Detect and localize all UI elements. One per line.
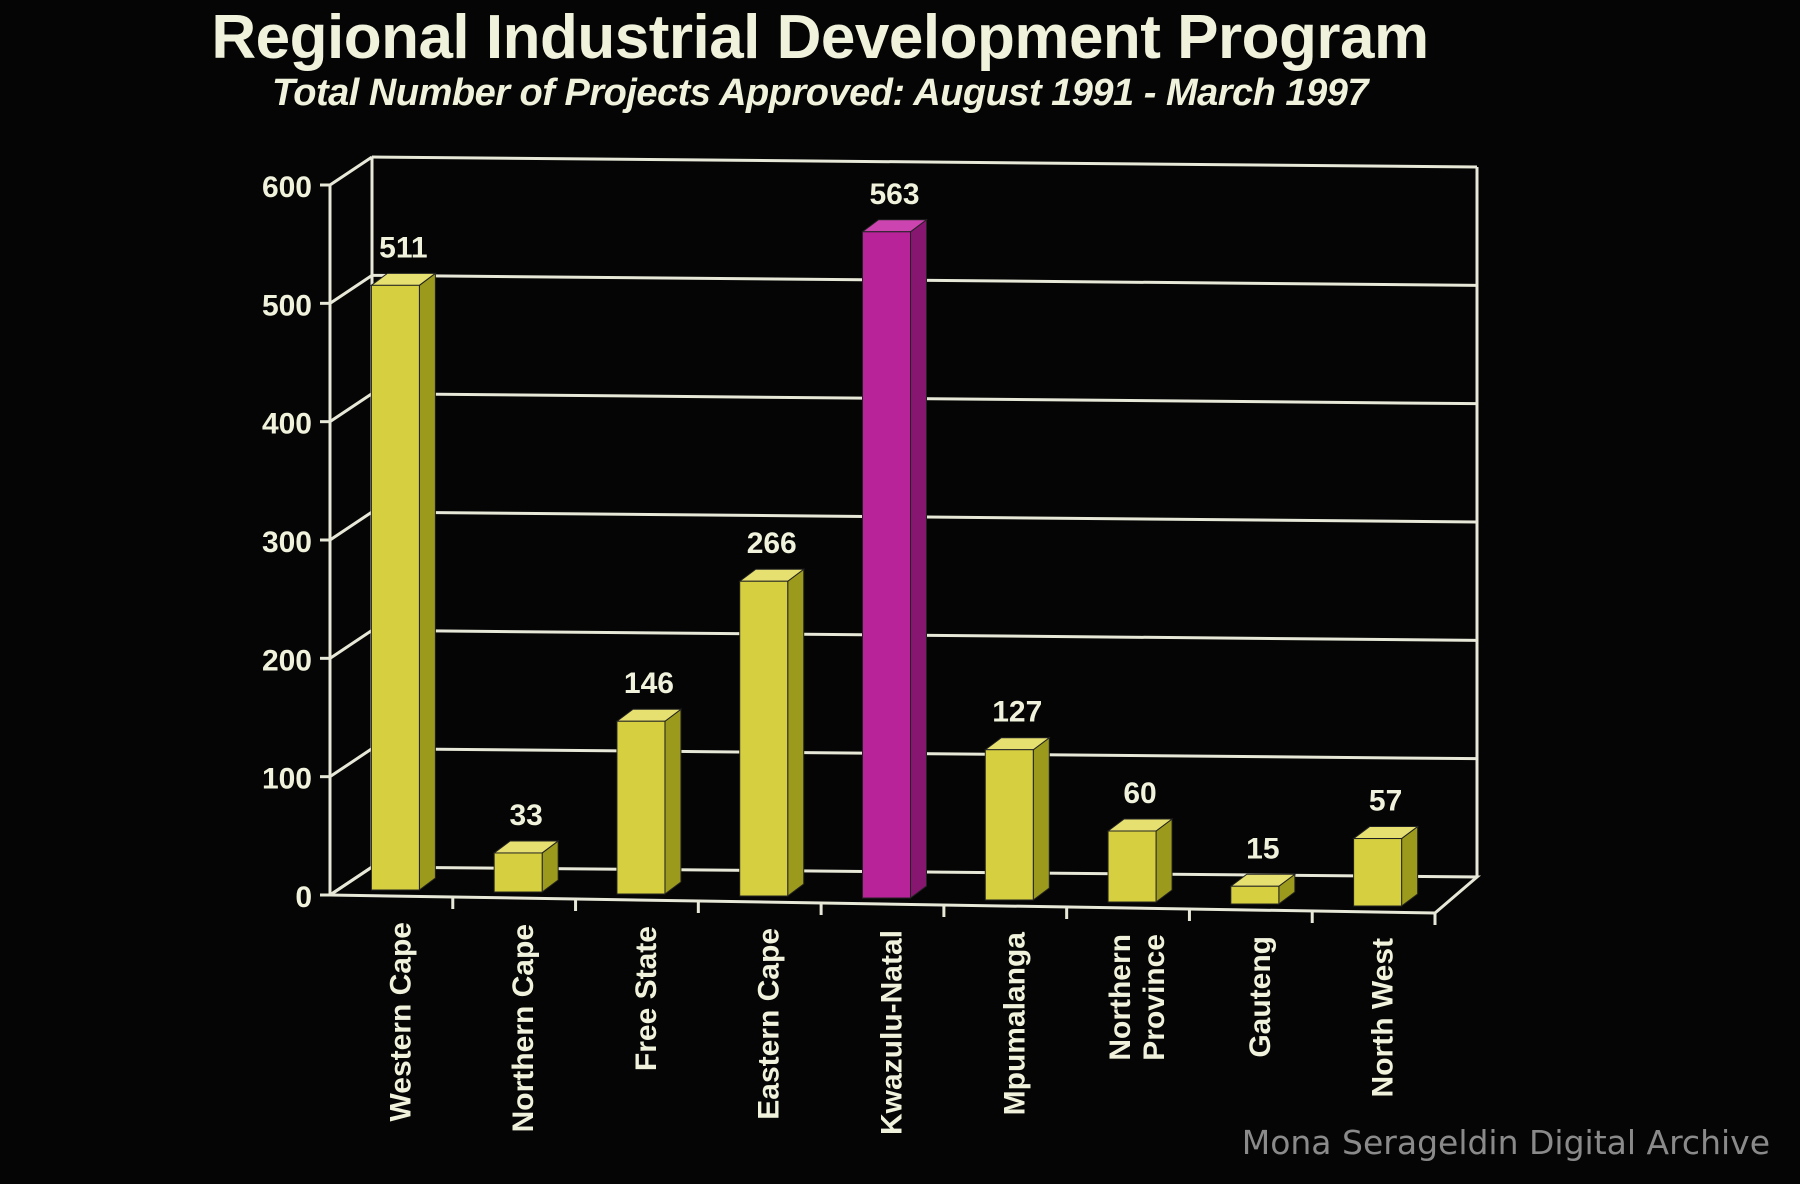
bar-side-north-west bbox=[1401, 825, 1419, 907]
bar-gauteng bbox=[1230, 885, 1280, 905]
category-label-line: Gauteng bbox=[1244, 936, 1277, 1058]
bar-north-west bbox=[1353, 838, 1403, 907]
y-tick-label-300: 300 bbox=[262, 526, 312, 559]
y-depth-300 bbox=[329, 510, 373, 542]
bar-northern-cape bbox=[493, 852, 543, 893]
data-label-northern-province: 60 bbox=[1123, 777, 1156, 810]
y-tick-label-600: 600 bbox=[262, 171, 312, 204]
category-label-kwazulu-natal: Kwazulu-Natal bbox=[876, 930, 909, 1135]
category-label-western-cape: Western Cape bbox=[384, 922, 417, 1122]
category-label-line: North West bbox=[1367, 938, 1400, 1097]
bar-northern-province bbox=[1107, 830, 1157, 903]
chart-title: Regional Industrial Development Program bbox=[211, 3, 1429, 72]
y-tick-label-0: 0 bbox=[295, 881, 312, 914]
bar-side-mpumalanga bbox=[1032, 736, 1050, 901]
chart-subtitle: Total Number of Projects Approved: Augus… bbox=[272, 72, 1368, 114]
category-label-line: Free State bbox=[630, 926, 663, 1071]
bar-side-eastern-cape bbox=[787, 568, 805, 897]
data-label-north-west: 57 bbox=[1369, 785, 1402, 818]
y-tick-label-500: 500 bbox=[262, 289, 312, 322]
category-label-line: Province bbox=[1138, 934, 1171, 1061]
y-tick-label-200: 200 bbox=[262, 644, 312, 677]
bar-side-western-cape bbox=[418, 272, 436, 891]
bar-mpumalanga bbox=[984, 749, 1034, 901]
data-label-northern-cape: 33 bbox=[509, 799, 542, 832]
data-label-gauteng: 15 bbox=[1246, 832, 1279, 865]
bar-eastern-cape bbox=[739, 580, 789, 897]
y-tick-label-400: 400 bbox=[262, 408, 312, 441]
y-depth-0 bbox=[329, 865, 373, 897]
y-depth-600 bbox=[329, 155, 373, 187]
category-label-free-state: Free State bbox=[630, 926, 663, 1071]
category-label-mpumalanga: Mpumalanga bbox=[998, 932, 1031, 1116]
category-label-line: Western Cape bbox=[384, 922, 417, 1122]
category-label-gauteng: Gauteng bbox=[1244, 936, 1277, 1058]
y-tick-label-100: 100 bbox=[262, 763, 312, 796]
archive-watermark: Mona Serageldin Digital Archive bbox=[1241, 1123, 1770, 1162]
x-axis bbox=[329, 893, 1436, 915]
category-label-northern-cape: Northern Cape bbox=[507, 924, 540, 1132]
data-label-eastern-cape: 266 bbox=[747, 527, 797, 560]
data-label-kwazulu-natal: 563 bbox=[869, 178, 919, 211]
bar-free-state bbox=[616, 720, 666, 895]
y-depth-200 bbox=[329, 629, 373, 660]
bar-western-cape bbox=[370, 284, 420, 891]
bar-side-free-state bbox=[664, 708, 682, 895]
category-label-line: Northern bbox=[1104, 934, 1137, 1061]
category-label-line: Northern Cape bbox=[507, 924, 540, 1132]
category-label-northern-province: Northern Province bbox=[1104, 934, 1171, 1061]
y-depth-400 bbox=[329, 392, 373, 423]
bar-kwazulu-natal bbox=[862, 231, 911, 899]
category-label-north-west: North West bbox=[1367, 938, 1400, 1097]
bar-side-kwazulu-natal bbox=[910, 218, 927, 899]
category-label-line: Eastern Cape bbox=[753, 928, 786, 1120]
y-depth-100 bbox=[329, 747, 373, 778]
category-label-eastern-cape: Eastern Cape bbox=[753, 928, 786, 1120]
data-label-western-cape: 511 bbox=[379, 231, 427, 264]
data-label-mpumalanga: 127 bbox=[992, 696, 1042, 729]
y-depth-500 bbox=[329, 274, 373, 305]
gridline-600 bbox=[371, 155, 1478, 169]
category-label-line: Kwazulu-Natal bbox=[876, 930, 909, 1135]
category-label-line: Mpumalanga bbox=[998, 932, 1031, 1116]
data-label-free-state: 146 bbox=[624, 667, 674, 700]
bar-side-northern-province bbox=[1155, 818, 1173, 903]
